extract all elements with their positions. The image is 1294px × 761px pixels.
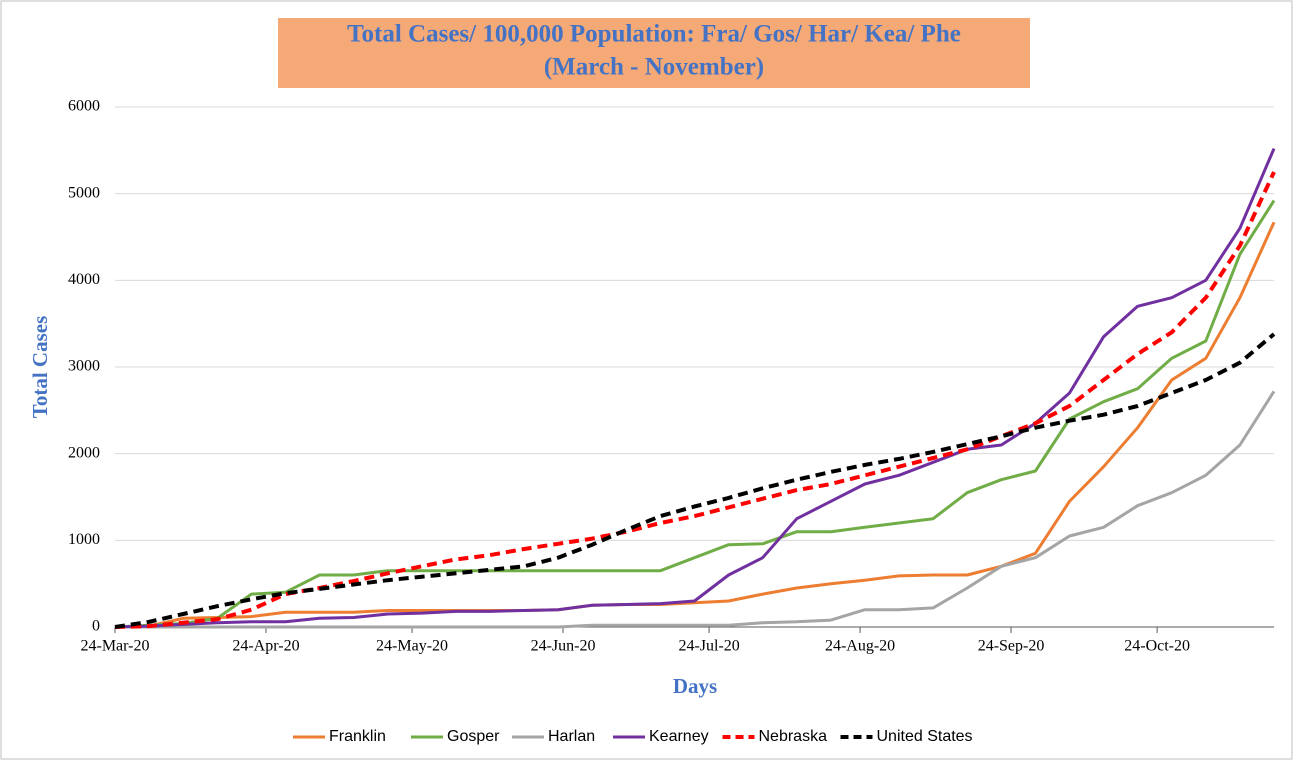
y-tick-label: 5000 (68, 184, 100, 201)
y-tick-label: 6000 (68, 98, 100, 115)
legend-label: Harlan (548, 728, 595, 745)
x-tick-label: 24-May-20 (376, 638, 448, 655)
chart-subtitle: (March - November) (544, 54, 764, 81)
legend-label: Nebraska (759, 728, 828, 745)
y-tick-label: 3000 (68, 358, 100, 375)
series-line (115, 390, 1276, 629)
series-line (114, 332, 1276, 629)
chart-title: Total Cases/ 100,000 Population: Fra/ Go… (347, 21, 961, 48)
legend-label: Kearney (649, 728, 709, 745)
series-line (114, 148, 1276, 629)
x-tick-label: 24-Mar-20 (81, 638, 150, 655)
title-box (278, 18, 1030, 88)
x-tick-label: 24-Aug-20 (825, 638, 895, 655)
series-line (114, 199, 1276, 629)
series-line (114, 221, 1276, 629)
y-tick-label: 1000 (68, 531, 100, 548)
x-tick-label: 24-Jun-20 (531, 638, 596, 655)
y-tick-label: 0 (92, 618, 100, 635)
x-tick-label: 24-Sep-20 (978, 638, 1045, 655)
legend-label: Gosper (447, 728, 500, 745)
y-axis-label: Total Cases (28, 316, 52, 419)
y-tick-label: 2000 (68, 444, 100, 461)
x-tick-label: 24-Jul-20 (678, 638, 739, 655)
x-axis-label: Days (673, 674, 717, 698)
legend-label: Franklin (329, 728, 386, 745)
legend-label: United States (877, 728, 973, 745)
x-tick-label: 24-Oct-20 (1124, 638, 1190, 655)
x-tick-label: 24-Apr-20 (232, 638, 299, 655)
y-tick-label: 4000 (68, 271, 100, 288)
